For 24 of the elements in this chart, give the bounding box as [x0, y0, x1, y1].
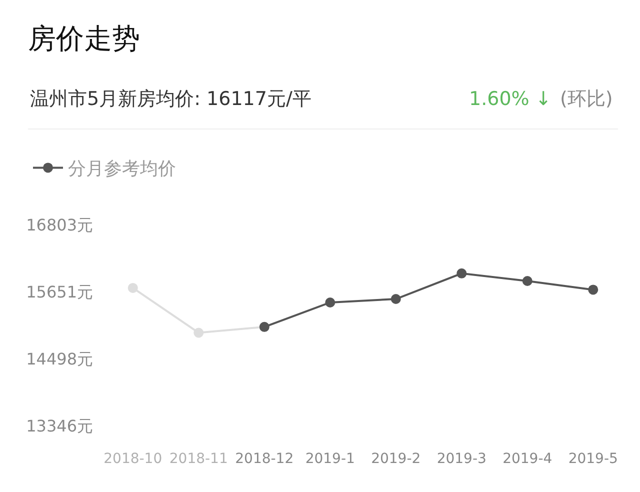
- x-tick-label: 2019-3: [436, 451, 486, 467]
- x-tick-label: 2018-11: [169, 451, 228, 467]
- point: [325, 298, 336, 308]
- y-tick-label: 16803元: [26, 216, 93, 235]
- point: [456, 268, 467, 278]
- x-tick-label: 2018-12: [235, 451, 294, 467]
- x-tick-label: 2019-5: [568, 451, 618, 467]
- text: 1.60% ↓: [469, 88, 552, 110]
- point: [588, 284, 598, 295]
- x-tick-label: 2019-4: [502, 451, 552, 467]
- text: (环比): [560, 88, 613, 110]
- point: [522, 276, 532, 286]
- legend-label: 分月参考均价: [68, 158, 176, 180]
- x-tick-label: 2019-2: [371, 451, 421, 467]
- point: [128, 282, 138, 293]
- chart-subtitle: 温州市5月新房均价: 16117元/平: [30, 88, 312, 110]
- y-tick-label: 14498元: [26, 350, 93, 369]
- point: [390, 294, 401, 304]
- x-tick-label: 2018-10: [104, 451, 162, 467]
- y-tick-label: 13346元: [26, 416, 93, 436]
- chart-title: 房价走势: [28, 22, 140, 55]
- x-tick-label: 2019-1: [305, 451, 355, 467]
- y-tick-label: 15651元: [26, 282, 93, 302]
- point: [194, 328, 204, 338]
